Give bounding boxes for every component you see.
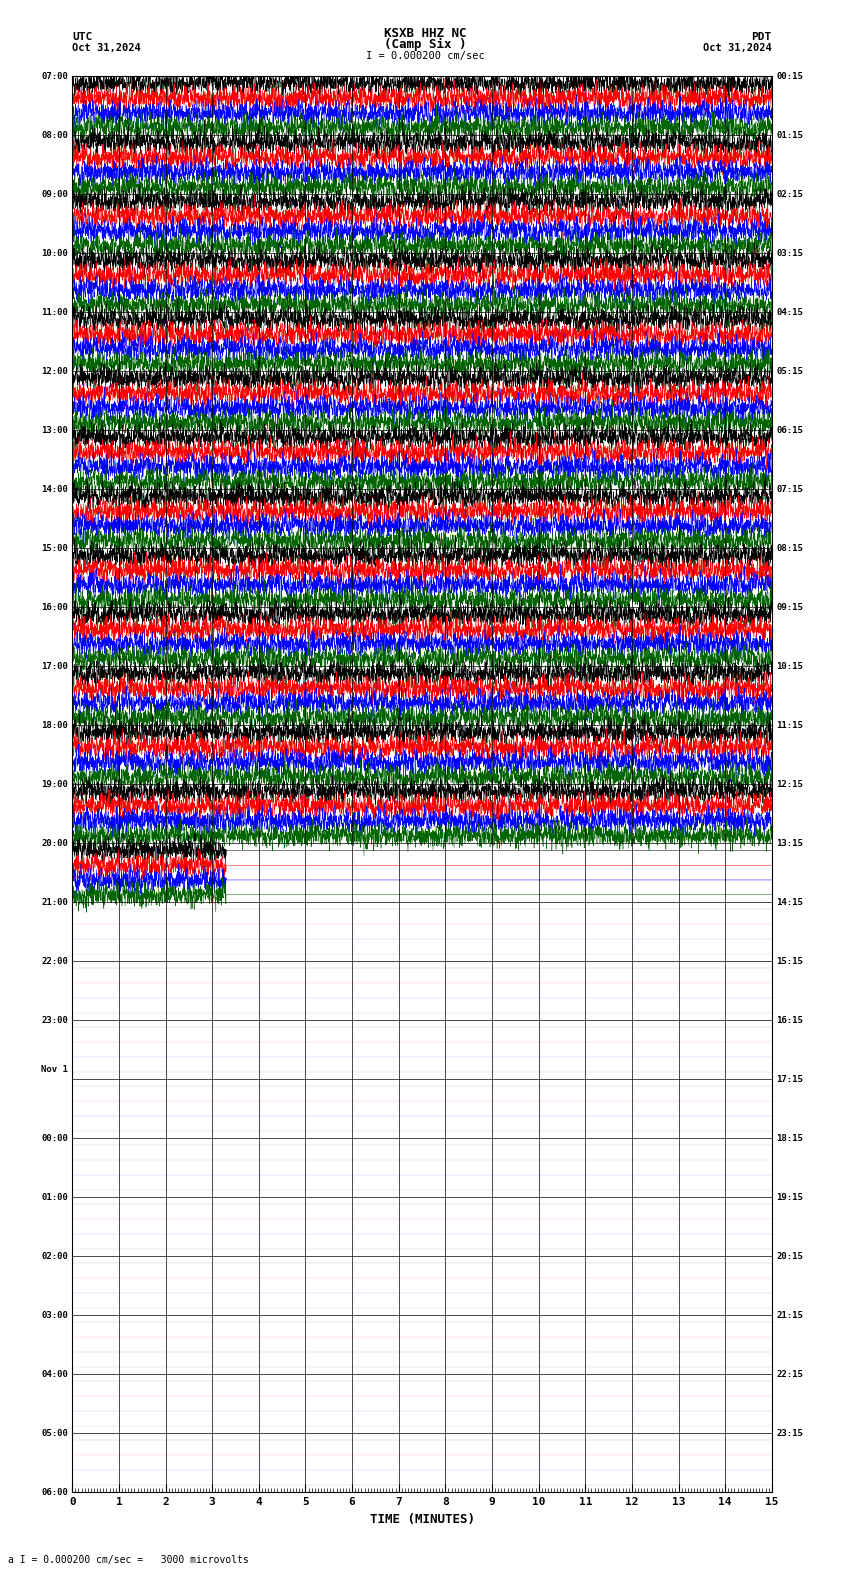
- Text: 10:15: 10:15: [776, 662, 803, 670]
- Text: 20:00: 20:00: [41, 838, 68, 847]
- X-axis label: TIME (MINUTES): TIME (MINUTES): [370, 1513, 474, 1525]
- Text: 10:00: 10:00: [41, 249, 68, 258]
- Text: 16:00: 16:00: [41, 602, 68, 611]
- Text: 22:00: 22:00: [41, 957, 68, 966]
- Text: 15:00: 15:00: [41, 543, 68, 553]
- Text: 02:00: 02:00: [41, 1251, 68, 1261]
- Text: UTC: UTC: [72, 32, 93, 41]
- Text: 08:00: 08:00: [41, 130, 68, 139]
- Text: 00:00: 00:00: [41, 1134, 68, 1142]
- Text: 21:15: 21:15: [776, 1310, 803, 1319]
- Text: 18:15: 18:15: [776, 1134, 803, 1142]
- Text: 05:00: 05:00: [41, 1429, 68, 1438]
- Text: 11:15: 11:15: [776, 721, 803, 730]
- Text: 04:00: 04:00: [41, 1370, 68, 1378]
- Text: Oct 31,2024: Oct 31,2024: [703, 43, 772, 52]
- Text: 19:15: 19:15: [776, 1193, 803, 1202]
- Text: 11:00: 11:00: [41, 307, 68, 317]
- Text: 18:00: 18:00: [41, 721, 68, 730]
- Text: 06:15: 06:15: [776, 426, 803, 434]
- Text: 15:15: 15:15: [776, 957, 803, 966]
- Text: I = 0.000200 cm/sec: I = 0.000200 cm/sec: [366, 51, 484, 60]
- Text: 17:15: 17:15: [776, 1074, 803, 1083]
- Text: 17:00: 17:00: [41, 662, 68, 670]
- Text: 06:00: 06:00: [41, 1487, 68, 1497]
- Text: KSXB HHZ NC: KSXB HHZ NC: [383, 27, 467, 40]
- Text: a I = 0.000200 cm/sec =   3000 microvolts: a I = 0.000200 cm/sec = 3000 microvolts: [8, 1555, 249, 1565]
- Text: 07:00: 07:00: [41, 71, 68, 81]
- Text: 14:00: 14:00: [41, 485, 68, 494]
- Text: PDT: PDT: [751, 32, 772, 41]
- Text: 09:15: 09:15: [776, 602, 803, 611]
- Text: 20:15: 20:15: [776, 1251, 803, 1261]
- Text: 09:00: 09:00: [41, 190, 68, 198]
- Text: 12:00: 12:00: [41, 366, 68, 375]
- Text: 16:15: 16:15: [776, 1015, 803, 1025]
- Text: 21:00: 21:00: [41, 898, 68, 906]
- Text: 03:15: 03:15: [776, 249, 803, 258]
- Text: 13:15: 13:15: [776, 838, 803, 847]
- Text: Oct 31,2024: Oct 31,2024: [72, 43, 141, 52]
- Text: 04:15: 04:15: [776, 307, 803, 317]
- Text: 12:15: 12:15: [776, 779, 803, 789]
- Text: 02:15: 02:15: [776, 190, 803, 198]
- Text: 13:00: 13:00: [41, 426, 68, 434]
- Text: 08:15: 08:15: [776, 543, 803, 553]
- Text: 19:00: 19:00: [41, 779, 68, 789]
- Text: 14:15: 14:15: [776, 898, 803, 906]
- Text: 05:15: 05:15: [776, 366, 803, 375]
- Text: 01:15: 01:15: [776, 130, 803, 139]
- Text: 03:00: 03:00: [41, 1310, 68, 1319]
- Text: 23:00: 23:00: [41, 1015, 68, 1025]
- Text: 23:15: 23:15: [776, 1429, 803, 1438]
- Text: 00:15: 00:15: [776, 71, 803, 81]
- Text: 22:15: 22:15: [776, 1370, 803, 1378]
- Text: Nov 1: Nov 1: [41, 1064, 68, 1074]
- Text: (Camp Six ): (Camp Six ): [383, 38, 467, 51]
- Text: 01:00: 01:00: [41, 1193, 68, 1202]
- Text: 07:15: 07:15: [776, 485, 803, 494]
